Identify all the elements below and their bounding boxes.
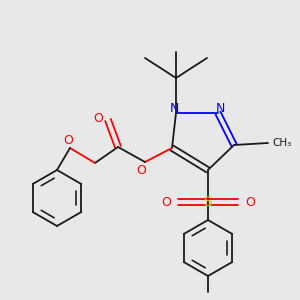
Text: N: N bbox=[215, 101, 225, 115]
Text: O: O bbox=[161, 196, 171, 208]
Text: O: O bbox=[93, 112, 103, 124]
Text: CH₃: CH₃ bbox=[272, 138, 291, 148]
Text: S: S bbox=[204, 195, 212, 209]
Text: N: N bbox=[169, 101, 179, 115]
Text: O: O bbox=[63, 134, 73, 146]
Text: O: O bbox=[245, 196, 255, 208]
Text: O: O bbox=[136, 164, 146, 176]
